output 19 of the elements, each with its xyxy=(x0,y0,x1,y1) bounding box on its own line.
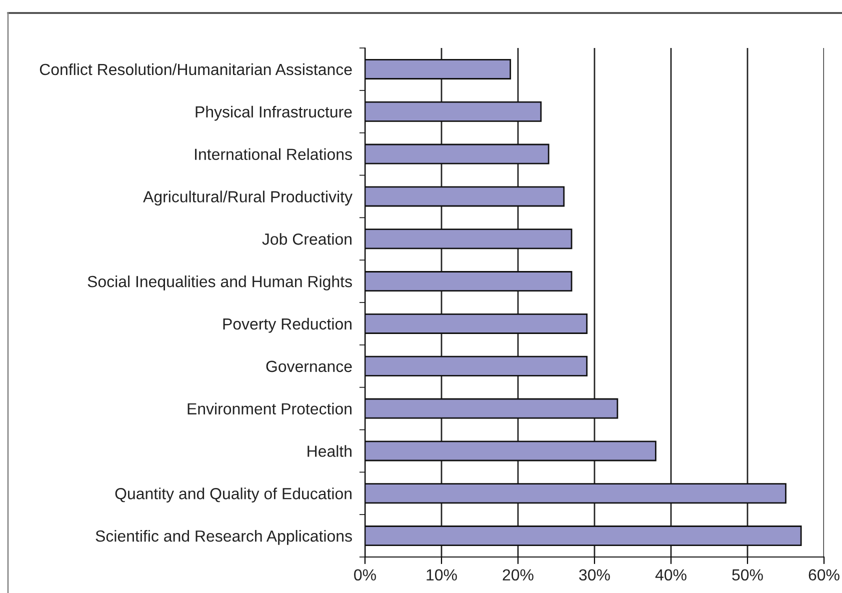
x-tick-label: 50% xyxy=(732,569,763,581)
y-tick-label: Agricultural/Rural Productivity xyxy=(143,190,352,206)
x-tick-label: 30% xyxy=(579,569,610,581)
y-tick-label: Environment Protection xyxy=(188,402,352,414)
y-tick-label: Health xyxy=(308,445,352,457)
y-tick-label: Job Creation xyxy=(262,233,352,245)
x-tick-label: 40% xyxy=(655,569,686,581)
x-tick-label: 60% xyxy=(808,569,840,581)
y-tick-label: Governance xyxy=(266,360,352,372)
x-tick-label: 20% xyxy=(502,569,534,581)
y-tick-label: Scientific and Research Applications xyxy=(96,530,352,545)
y-tick-label: International Relations xyxy=(195,148,352,160)
y-tick-label: Physical Infrastructure xyxy=(196,106,352,121)
y-tick-label: Social Inequalities and Human Rights xyxy=(88,276,352,290)
y-tick-label: Poverty Reduction xyxy=(223,318,352,333)
x-tick-label: 10% xyxy=(426,569,457,581)
y-tick-label: Conflict Resolution/Humanitarian Assistance xyxy=(40,63,352,76)
x-tick-label: 0% xyxy=(354,569,376,581)
y-tick-label: Quantity and Quality of Education xyxy=(115,488,352,502)
